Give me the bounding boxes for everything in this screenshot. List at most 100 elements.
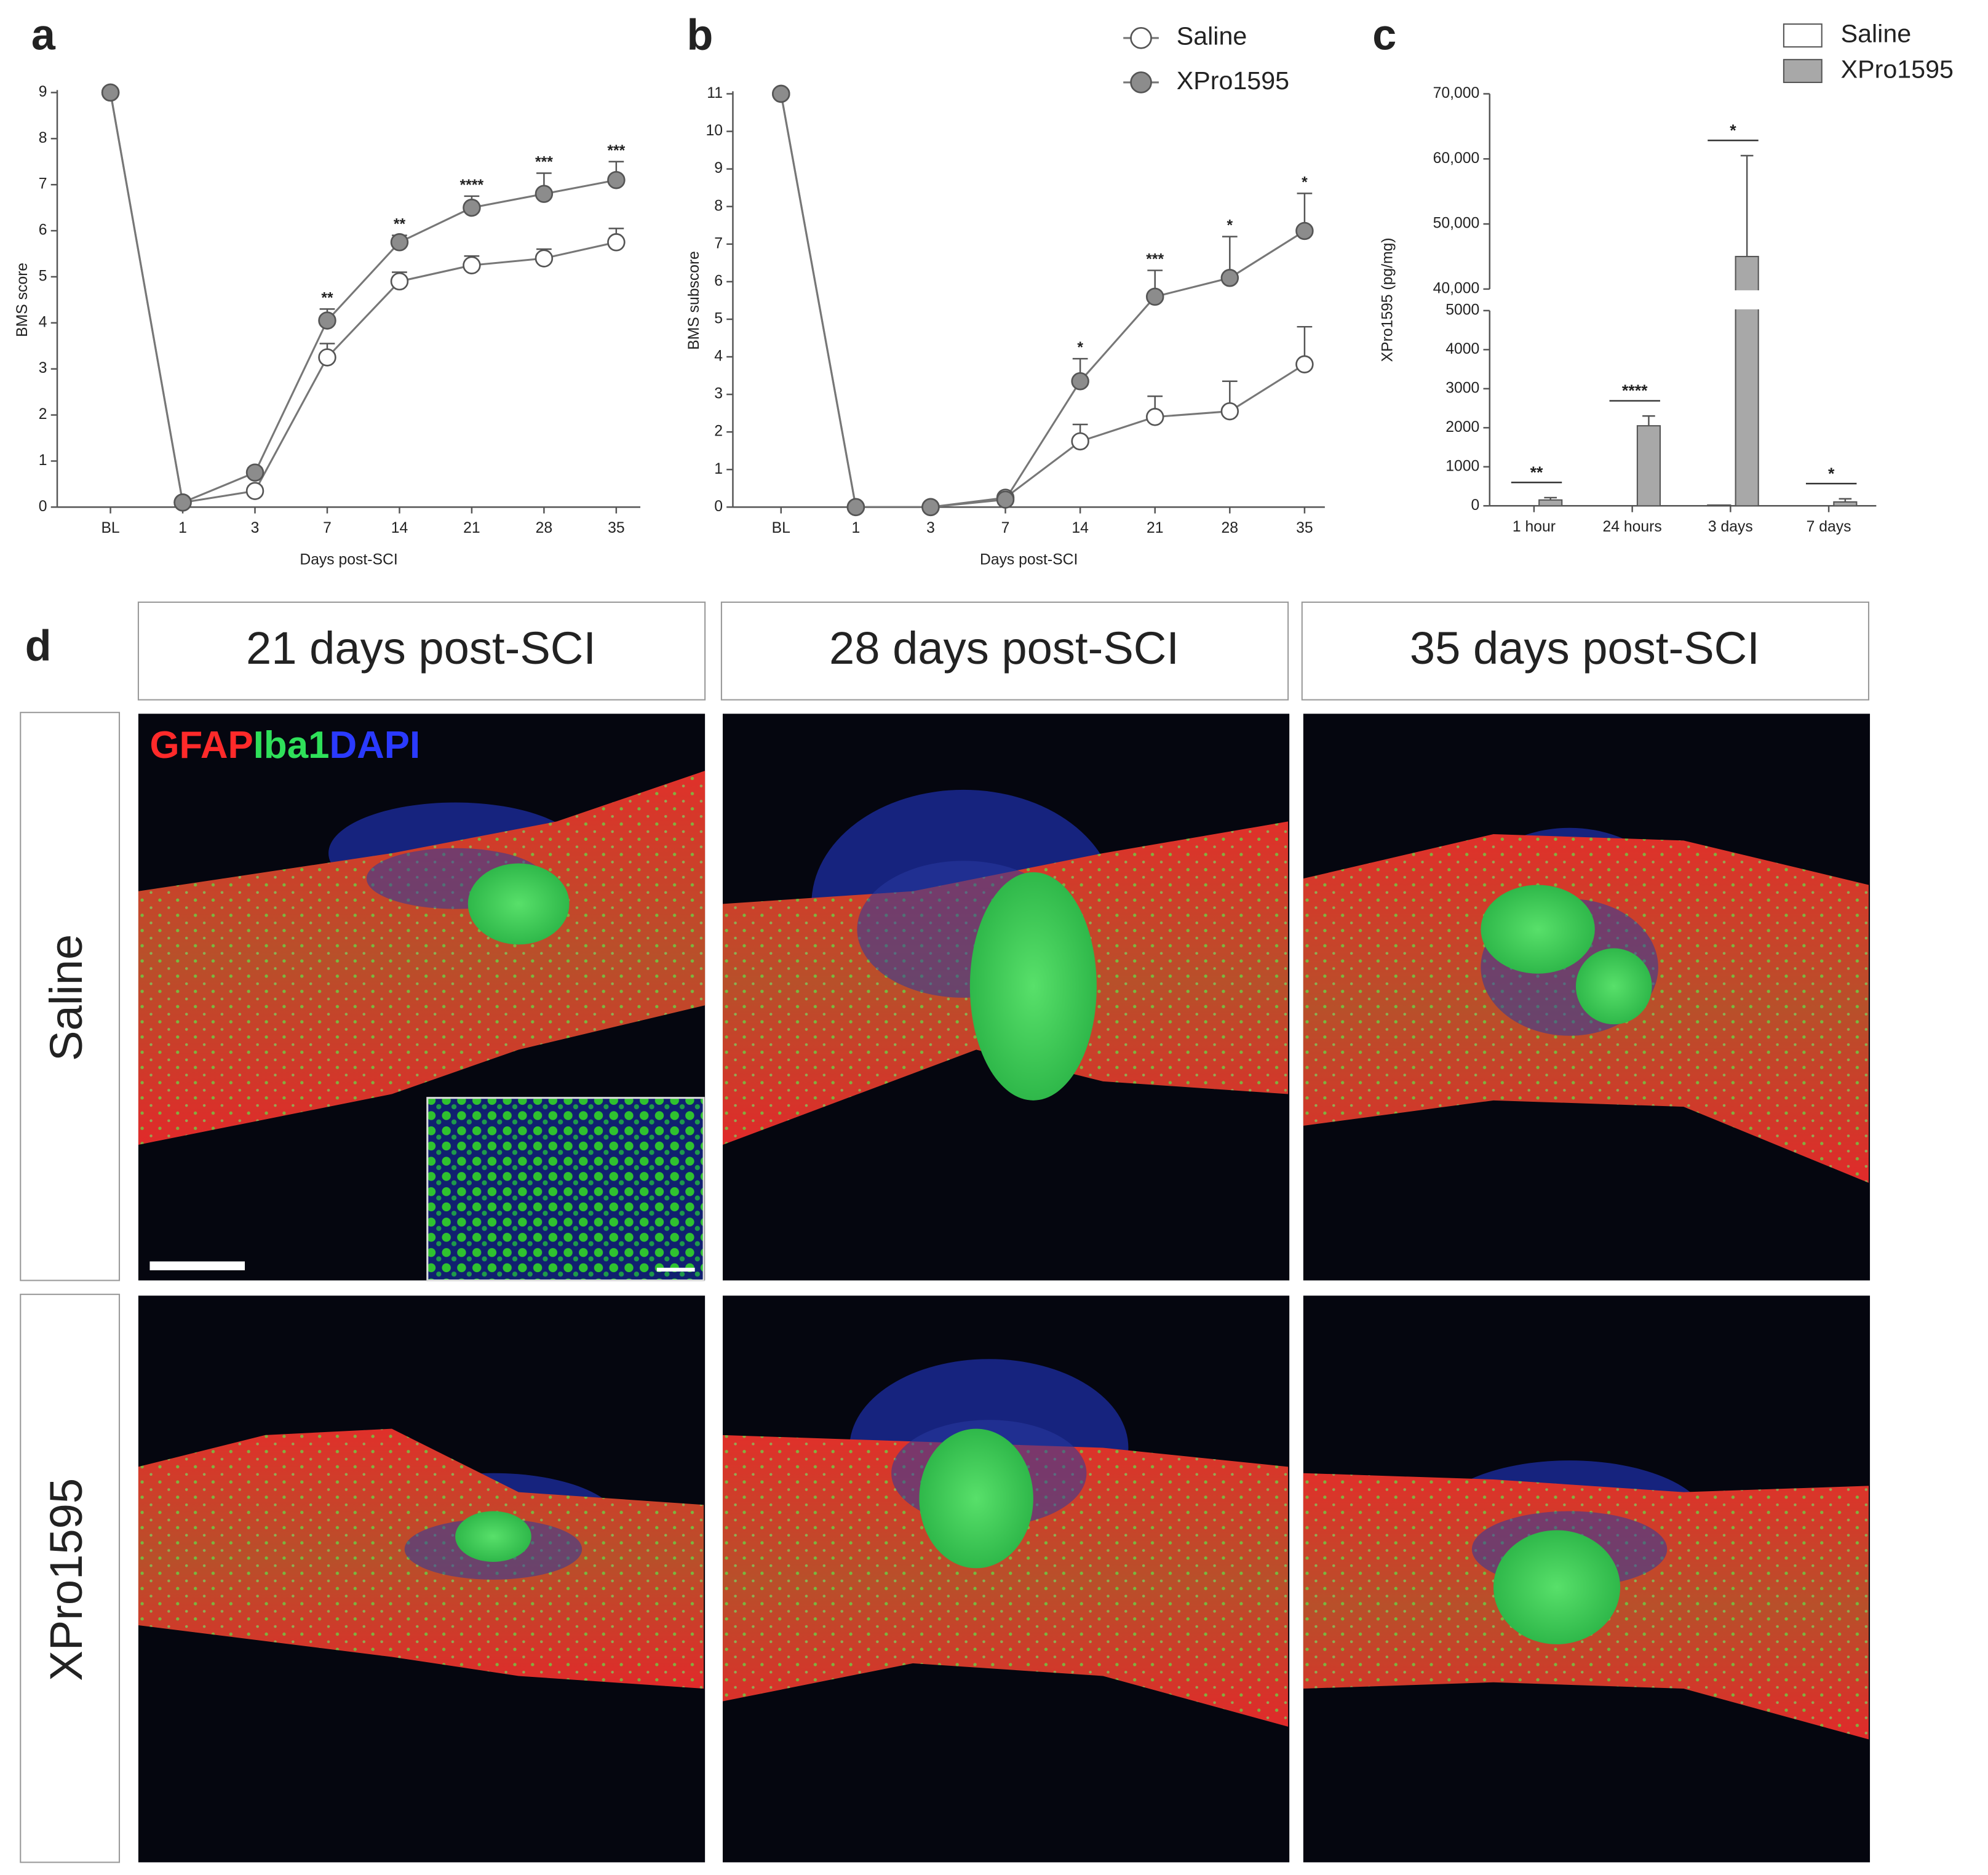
x-tick-label: 3	[251, 520, 260, 536]
y-tick-label: 3	[39, 360, 47, 376]
y-tick-label: 6	[39, 222, 47, 239]
inset-scale-bar	[656, 1267, 695, 1272]
y-tick-label: 1	[39, 452, 47, 469]
y-tick-label: 0	[1471, 497, 1480, 514]
marker	[846, 498, 865, 517]
x-tick-label: 1	[851, 520, 860, 536]
axis-break	[1492, 290, 1879, 309]
marker	[245, 482, 264, 500]
marker	[1295, 221, 1314, 241]
significance: **	[321, 290, 333, 306]
column-header: 28 days post-SCI	[829, 623, 1179, 674]
column-header: 35 days post-SCI	[1410, 623, 1760, 674]
y-tick-label: 9	[714, 160, 723, 177]
significance: *	[1730, 121, 1736, 140]
x-axis-label: Days post-SCI	[300, 551, 397, 568]
y-tick-label: 60,000	[1433, 150, 1480, 167]
legend-swatch	[1783, 23, 1823, 48]
significance: ****	[460, 177, 484, 194]
row-header-box	[20, 712, 121, 1281]
lesion-core	[467, 863, 570, 945]
legend-label: Saline	[1177, 22, 1247, 50]
y-tick-label: 4	[714, 348, 723, 365]
x-tick-label: 7	[1001, 520, 1010, 536]
x-tick-label: BL	[101, 520, 119, 536]
significance: ***	[1146, 252, 1164, 268]
marker	[607, 233, 626, 252]
lesion-core	[1481, 885, 1595, 974]
legend-marker	[1130, 71, 1152, 94]
series-line	[780, 94, 1305, 508]
significance: *	[1828, 464, 1835, 483]
x-tick-label: 24 hours	[1603, 519, 1662, 535]
x-tick-label: 7 days	[1807, 519, 1851, 535]
y-tick-label: 6	[714, 273, 723, 289]
y-tick-label: 4000	[1445, 341, 1479, 357]
y-tick-label: 50,000	[1433, 215, 1480, 232]
y-tick-label: 9	[39, 84, 47, 100]
legend-label: Saline	[1841, 20, 1912, 48]
micrograph	[722, 714, 1290, 1281]
marker	[1145, 287, 1164, 306]
micrograph	[722, 1296, 1290, 1863]
error-bar	[1740, 154, 1754, 257]
y-tick-label: 5	[39, 268, 47, 284]
error-bar	[1642, 415, 1655, 426]
row-header: Saline	[41, 934, 92, 1061]
panel-label: a	[31, 10, 56, 58]
x-tick-label: BL	[772, 520, 790, 536]
y-tick-label: 5000	[1445, 301, 1479, 318]
x-tick-label: 35	[1296, 520, 1313, 536]
bar	[1707, 504, 1732, 507]
bar	[1833, 501, 1858, 507]
x-tick-label: 3	[926, 520, 935, 536]
panel-label: c	[1372, 10, 1396, 58]
x-axis-label: Days post-SCI	[980, 551, 1078, 568]
significance: **	[394, 217, 406, 233]
y-tick-label: 1000	[1445, 458, 1479, 474]
marker	[772, 84, 790, 103]
y-tick-label: 0	[714, 498, 723, 515]
y-tick-label: 0	[39, 498, 47, 515]
y-tick-label: 11	[707, 85, 723, 102]
bar	[1636, 425, 1661, 507]
x-tick-label: 14	[1072, 520, 1089, 536]
x-tick-label: 28	[536, 520, 553, 536]
marker	[245, 463, 264, 482]
y-axis-label: BMS subscore	[686, 251, 702, 350]
series-line	[780, 94, 1305, 508]
y-tick-label: 4	[39, 314, 47, 330]
y-tick-label: 1	[714, 461, 723, 477]
marker	[535, 249, 554, 268]
legend-label: XPro1595	[1177, 66, 1289, 95]
panel-label: d	[25, 622, 52, 670]
marker	[921, 498, 940, 517]
stain-label: DAPI	[329, 724, 420, 766]
x-tick-label: 28	[1222, 520, 1239, 536]
lesion-core	[1493, 1530, 1621, 1644]
scale-bar	[149, 1261, 245, 1270]
y-axis-label: BMS score	[14, 263, 31, 337]
significance: **	[1530, 463, 1543, 482]
stain-labels: GFAPIba1DAPI	[149, 724, 420, 766]
x-tick-label: 7	[323, 520, 332, 536]
series-line	[109, 92, 617, 504]
y-tick-label: 2000	[1445, 419, 1479, 436]
inset	[426, 1097, 705, 1282]
y-tick-label: 70,000	[1433, 85, 1480, 102]
legend-swatch	[1783, 58, 1823, 83]
y-tick-label: 7	[39, 176, 47, 193]
significance: ****	[1622, 381, 1648, 400]
marker	[607, 170, 626, 189]
x-tick-label: 21	[1147, 520, 1164, 536]
lesion-core	[919, 1428, 1033, 1569]
column-header-box	[137, 601, 706, 701]
marker	[1220, 402, 1239, 421]
y-tick-label: 10	[706, 122, 723, 139]
marker	[1295, 355, 1314, 373]
marker	[1071, 372, 1089, 391]
x-tick-label: 14	[391, 520, 408, 536]
stain-label: GFAP	[149, 724, 253, 766]
x-tick-label: 21	[463, 520, 480, 536]
significance: *	[1302, 174, 1308, 191]
